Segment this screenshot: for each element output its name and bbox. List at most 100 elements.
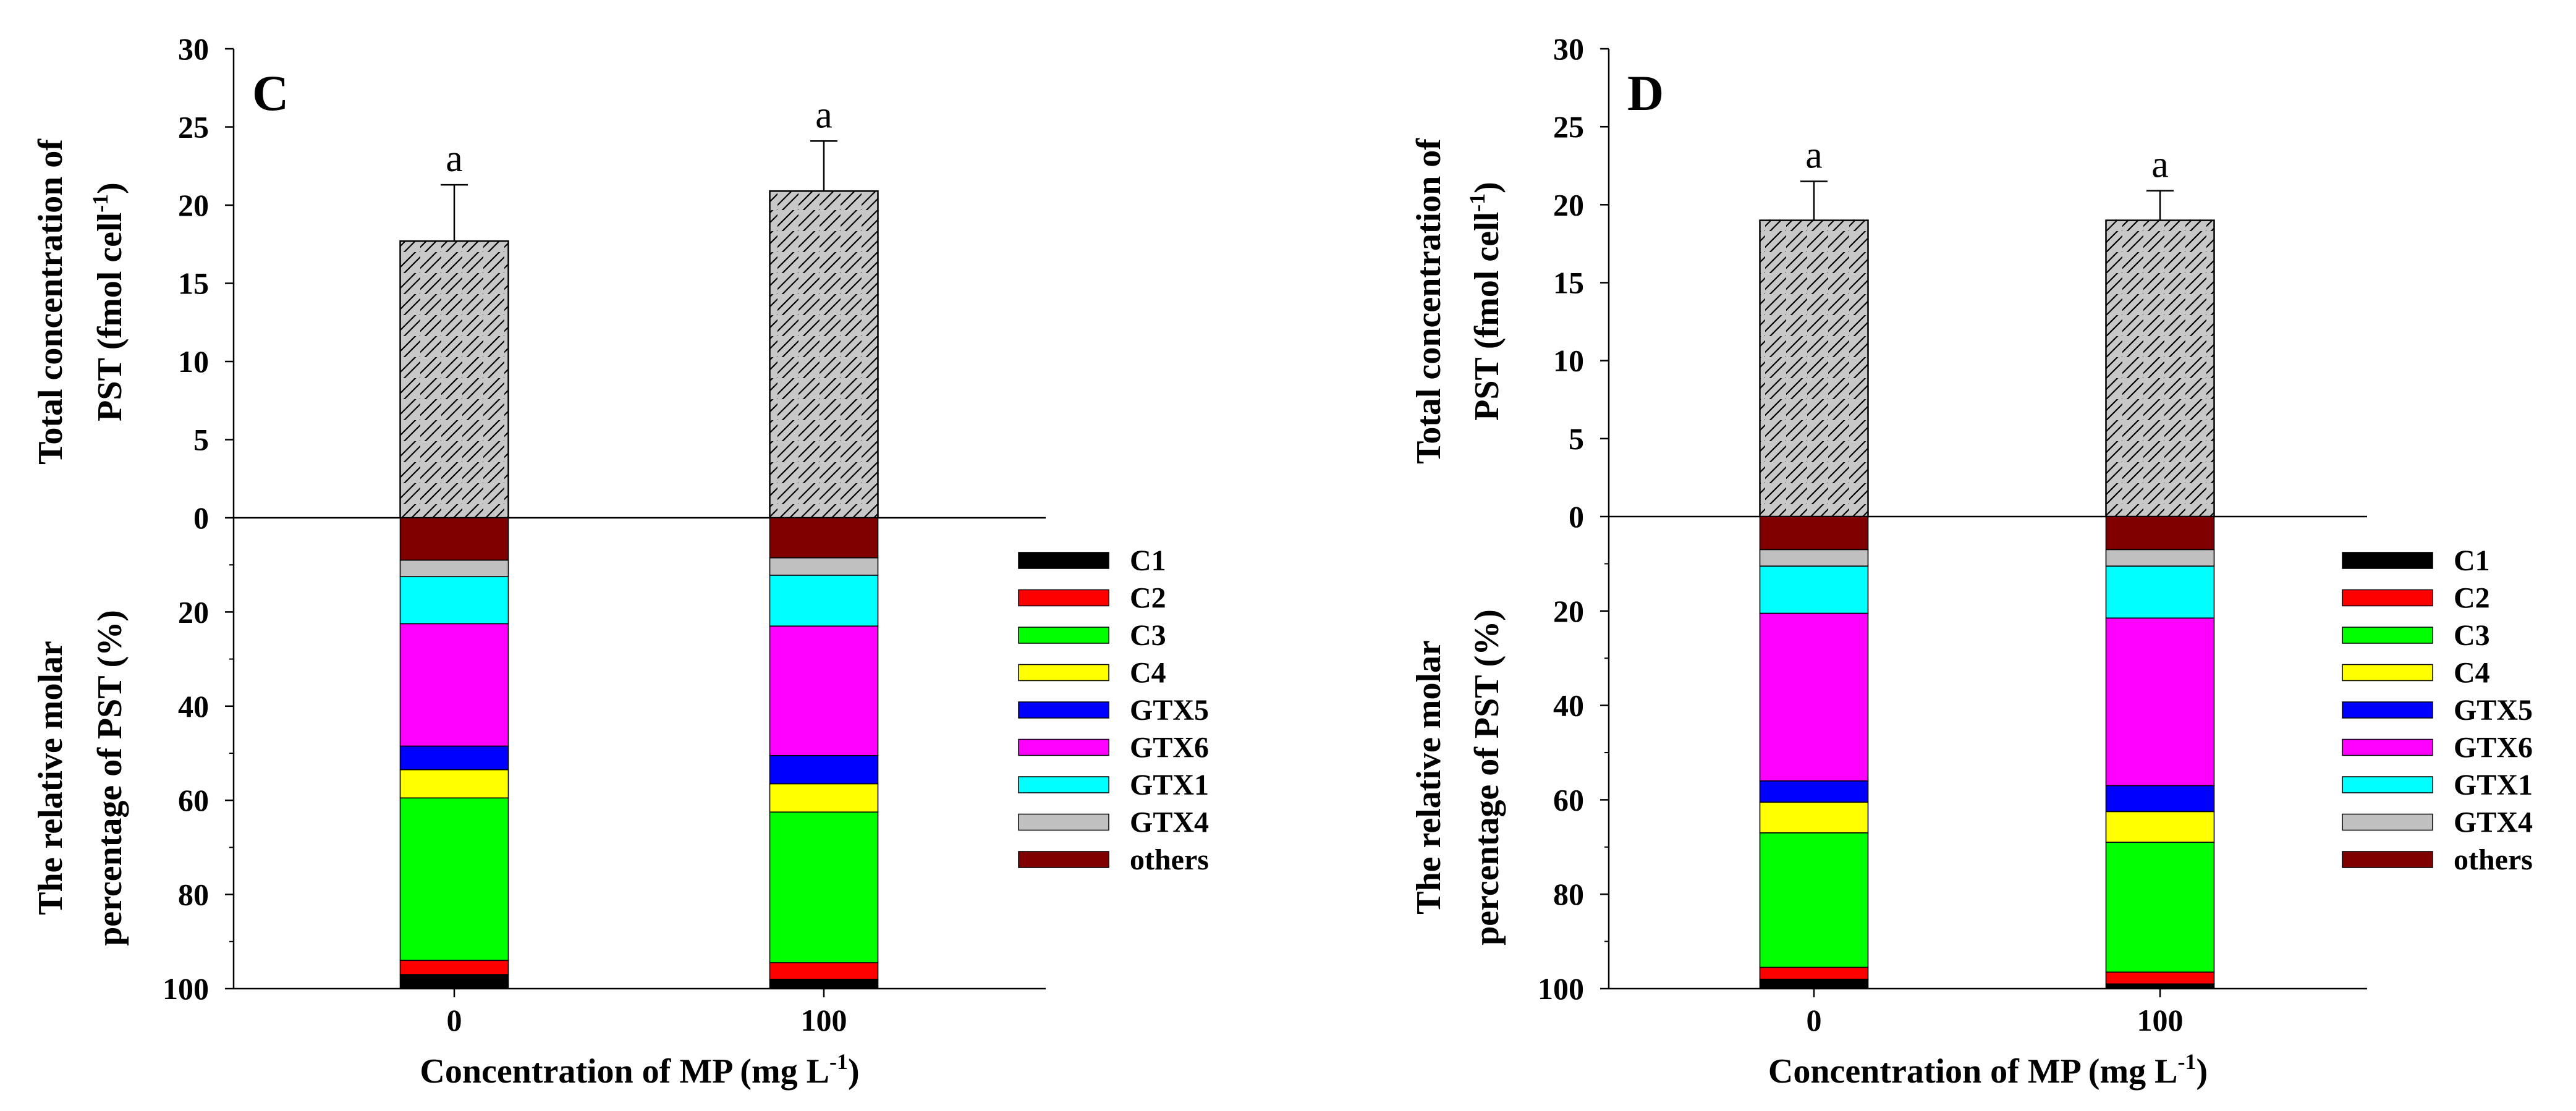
stack-segment-c1: [769, 978, 879, 989]
stack-segment-c4: [399, 769, 509, 799]
legend-swatch-gtx5: [1018, 701, 1109, 719]
stack-segment-c3: [1759, 832, 1869, 968]
y-tick-label-top: 25: [1553, 109, 1584, 144]
y-tick-label-bottom: 80: [1553, 877, 1584, 911]
x-axis-title-main: Concentration of MP (mg L: [1768, 1052, 2178, 1091]
x-axis-title-tail: ): [2196, 1052, 2208, 1091]
legend-label-c2: C2: [2454, 582, 2490, 615]
y-tick-label-bottom: 60: [178, 783, 209, 817]
legend: C1 C2 C3 C4 GTX5 GTX6 GTX1 GTX4 others: [1018, 544, 1209, 876]
legend-swatch-c2: [2342, 589, 2433, 607]
legend-label-others: others: [2454, 843, 2533, 876]
legend-label-gtx4: GTX4: [1130, 806, 1209, 839]
y-tick-label-top: 5: [193, 423, 209, 457]
stack-segment-others: [1759, 516, 1869, 551]
legend-swatch-gtx6: [1018, 738, 1109, 756]
significance-label: a: [446, 138, 463, 180]
stack-segment-gtx5: [399, 745, 509, 771]
significance-label: a: [815, 94, 833, 136]
x-axis-title-tail: ): [848, 1052, 860, 1091]
x-axis-title: Concentration of MP (mg L-1): [1768, 1049, 2208, 1091]
y-axis-title-top-tail: ): [1468, 182, 1506, 193]
stack-segment-others: [399, 517, 509, 561]
stack-segment-gtx1: [769, 575, 879, 627]
total-bar: [1759, 219, 1869, 518]
legend-label-c1: C1: [2454, 544, 2490, 577]
legend-label-others: others: [1130, 843, 1209, 876]
y-tick-label-top: 10: [178, 344, 209, 379]
legend-label-gtx5: GTX5: [2454, 694, 2533, 727]
y-tick-label-top: 5: [1569, 421, 1584, 456]
y-tick-label-top: 20: [1553, 187, 1584, 222]
significance-label: a: [1805, 134, 1823, 176]
stack-segment-gtx6: [769, 625, 879, 756]
stack-segment-c3: [769, 811, 879, 963]
legend-swatch-c4: [2342, 664, 2433, 682]
legend-swatch-gtx4: [2342, 813, 2433, 831]
y-axis-title-top-tail: ): [91, 182, 129, 194]
legend-swatch-gtx6: [2342, 738, 2433, 756]
stack-segment-gtx5: [1759, 780, 1869, 803]
y-tick-label-top: 0: [193, 501, 209, 535]
stack-segment-c2: [399, 960, 509, 975]
y-axis-title-top-line1: Total concentration of: [1410, 138, 1448, 464]
y-tick-label-bottom: 100: [1538, 971, 1584, 1006]
stack-segment-c2: [1759, 966, 1869, 980]
stack-segment-gtx4: [399, 559, 509, 578]
stack-segment-gtx6: [2105, 617, 2215, 787]
y-axis-title-top-sup: -1: [88, 194, 112, 213]
y-axis-title-bottom-line2: percentage of PST (%): [1468, 609, 1506, 945]
stack-segment-gtx6: [1759, 612, 1869, 782]
x-tick-label: 0: [447, 1003, 462, 1037]
total-bar: [769, 190, 879, 519]
y-axis-title-top-line2: PST (fmol cell-1): [88, 182, 129, 421]
stack-segment-gtx1: [2105, 565, 2215, 619]
legend-label-c1: C1: [1130, 544, 1166, 577]
stack-segment-gtx4: [2105, 549, 2215, 567]
stack-segment-gtx4: [769, 557, 879, 576]
total-bar: [399, 240, 509, 519]
total-bar: [2105, 219, 2215, 518]
y-tick-label-bottom: 60: [1553, 782, 1584, 817]
y-tick-label-bottom: 20: [178, 594, 209, 629]
legend-swatch-c3: [2342, 627, 2433, 644]
legend-swatch-others: [1018, 851, 1109, 868]
stack-segment-c1: [1759, 978, 1869, 989]
stack-segment-c4: [2105, 811, 2215, 843]
stack-segment-gtx5: [2105, 785, 2215, 813]
x-axis-title-sup: -1: [829, 1049, 848, 1074]
x-tick-label: 100: [2137, 1003, 2184, 1037]
stack-segment-c1: [399, 974, 509, 989]
significance-label: a: [2151, 144, 2169, 186]
y-tick-label-top: 20: [178, 188, 209, 222]
y-tick-label-bottom: 40: [178, 689, 209, 724]
y-axis-title-top-line2: PST (fmol cell-1): [1465, 182, 1506, 421]
legend-swatch-c1: [1018, 552, 1109, 569]
y-tick-label-top: 10: [1553, 344, 1584, 378]
y-tick-label-top: 0: [1569, 499, 1584, 534]
legend-label-gtx6: GTX6: [1130, 732, 1209, 764]
stack-segment-gtx6: [399, 623, 509, 747]
legend-swatch-gtx4: [1018, 813, 1109, 831]
legend-label-c2: C2: [1130, 582, 1166, 615]
legend-swatch-gtx1: [1018, 776, 1109, 793]
panel-letter: D: [1627, 65, 1664, 121]
y-axis-title-bottom-line1: The relative molar: [32, 641, 70, 915]
y-axis-title-top-sup: -1: [1465, 193, 1489, 212]
stack-segment-c2: [2105, 971, 2215, 985]
legend-swatch-c1: [2342, 552, 2433, 569]
y-axis-title-bottom-line2: percentage of PST (%): [91, 610, 129, 946]
panel-C: 0 5 10 15 20 25 30 20 40 60 80 100 C Total concentrat…: [32, 32, 1209, 1091]
y-tick-label-bottom: 80: [178, 877, 209, 912]
legend-swatch-c3: [1018, 627, 1109, 644]
x-axis-title-main: Concentration of MP (mg L: [420, 1052, 829, 1091]
y-axis-title-top-main: PST (fmol cell: [1468, 212, 1506, 421]
legend-label-c4: C4: [1130, 657, 1166, 690]
y-axis-title-bottom-line1: The relative molar: [1410, 640, 1448, 915]
y-tick-label-bottom: 40: [1553, 688, 1584, 723]
stack-segment-gtx1: [1759, 565, 1869, 614]
legend-label-gtx4: GTX4: [2454, 806, 2533, 839]
x-axis-title-sup: -1: [2177, 1049, 2196, 1074]
